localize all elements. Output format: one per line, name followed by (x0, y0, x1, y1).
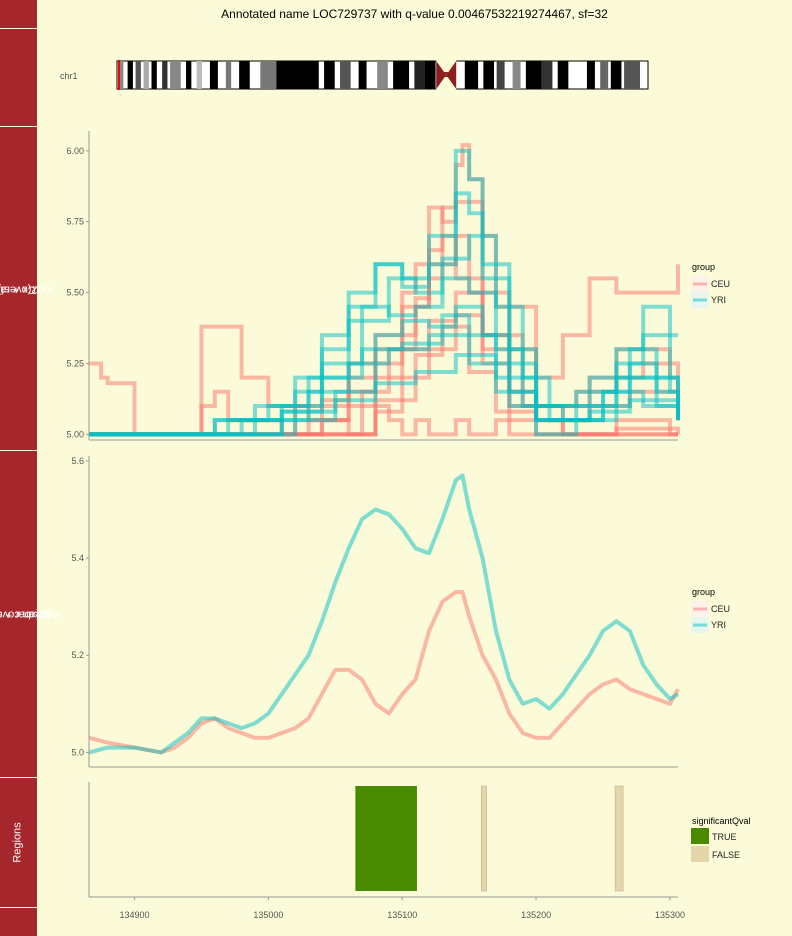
legend-mean-ceu: CEU (711, 604, 730, 614)
region-bars (355, 785, 624, 892)
x-tick-label: 135300 (655, 910, 685, 920)
ideogram-band (557, 61, 569, 89)
coverage-line-yri (89, 352, 680, 437)
legend-coverage-title: group (692, 262, 715, 272)
legend-regions: significantQval TRUE FALSE (691, 816, 751, 862)
legend-coverage-yri: YRI (711, 295, 726, 305)
ideogram-centromere-left (436, 61, 447, 89)
ideogram-band (151, 61, 157, 89)
ideogram-band (424, 61, 436, 89)
ideogram-band (358, 61, 367, 89)
legend-regions-true: TRUE (712, 832, 737, 842)
ideogram-band (186, 61, 192, 89)
ideogram-band (393, 61, 410, 89)
legend-coverage: group CEU YRI (691, 262, 730, 308)
strip-divider (0, 777, 37, 778)
strip-divider (0, 126, 37, 127)
region-false (614, 785, 624, 892)
mean-y-tick-label: 5.4 (71, 553, 84, 563)
coverage-lines (89, 143, 680, 437)
x-tick-label: 135200 (521, 910, 551, 920)
ideogram-band (127, 61, 133, 89)
ideogram-band (162, 61, 168, 89)
coverage-y-tick-label: 5.00 (66, 429, 84, 439)
ideogram-band (209, 61, 218, 89)
ideogram-band (414, 61, 425, 89)
ideogram-band (340, 61, 351, 89)
mean-line-ceu (88, 590, 680, 755)
ideogram-band (464, 61, 479, 89)
mean-y-tick-label: 5.6 (71, 456, 84, 466)
ideogram-band (610, 61, 622, 89)
ideogram-band (260, 61, 277, 89)
coverage-line-yri (89, 333, 680, 437)
legend-mean-title: group (692, 587, 715, 597)
ideogram-band (324, 61, 335, 89)
x-tick-label: 135100 (387, 910, 417, 920)
x-tick-label: 135000 (253, 910, 283, 920)
legend-mean: group CEU YRI (691, 587, 730, 633)
mean-y-tick-label: 5.0 (71, 747, 84, 757)
ideogram-band (483, 61, 495, 89)
legend-coverage-ceu: CEU (711, 279, 730, 289)
ideogram-band (239, 61, 250, 89)
ideogram-band (196, 61, 202, 89)
strip-divider (0, 450, 37, 451)
region-false (480, 785, 487, 892)
ideogram-band (512, 61, 521, 89)
ideogram-band (170, 61, 181, 89)
legend-swatch-true (691, 828, 709, 844)
ideogram-band (135, 61, 141, 89)
ideogram-band (143, 61, 149, 89)
plot-title: Annotated name LOC729737 with q-value 0.… (221, 7, 608, 21)
ideogram-band (377, 61, 388, 89)
mean-coverage-lines (88, 473, 680, 755)
chromosome-ideogram: chr1 (60, 60, 649, 90)
coverage-y-tick-label: 5.50 (66, 288, 84, 298)
coverage-y-tick-label: 5.25 (66, 358, 84, 368)
facet-strip-column (0, 0, 37, 936)
ideogram-band (496, 61, 505, 89)
ideogram-band (541, 61, 553, 89)
coverage-y-tick-label: 6.00 (66, 146, 84, 156)
chromosome-label: chr1 (60, 71, 78, 81)
legend-regions-false: FALSE (712, 850, 740, 860)
ideogram-band (276, 61, 319, 89)
coverage-y-tick-label: 5.75 (66, 217, 84, 227)
legend-mean-yri: YRI (711, 620, 726, 630)
ideogram-band (600, 61, 609, 89)
legend-regions-title: significantQval (692, 816, 751, 826)
ideogram-centromere-right (446, 61, 457, 89)
ideogram-band (586, 61, 595, 89)
ideogram-band (119, 61, 124, 89)
ideogram-band (624, 61, 641, 89)
x-tick-label: 134900 (119, 910, 149, 920)
strip-divider (0, 907, 37, 908)
legend-swatch-false (691, 846, 709, 862)
ideogram-band (225, 61, 232, 89)
ideogram-band (525, 61, 542, 89)
strip-divider (0, 28, 37, 29)
mean-line-yri (88, 473, 680, 755)
region-true (355, 786, 417, 891)
mean-y-tick-label: 5.2 (71, 650, 84, 660)
